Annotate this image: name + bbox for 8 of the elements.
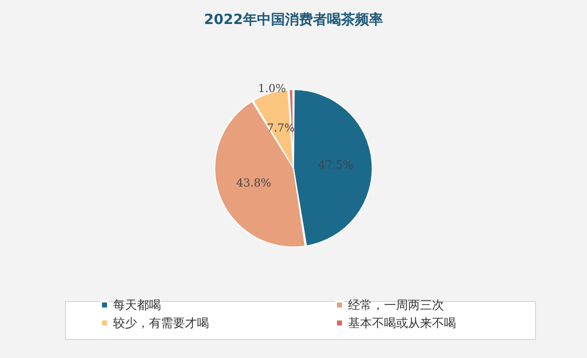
data-label: 1.0% xyxy=(258,82,286,96)
chart-title: 2022年中国消费者喝茶频率 xyxy=(204,11,383,28)
data-label: 43.8% xyxy=(236,176,272,190)
data-label: 47.5% xyxy=(318,158,354,172)
legend-label: 较少，有需要才喝 xyxy=(113,316,209,330)
legend-label: 经常，一周两三次 xyxy=(348,298,444,312)
legend-label: 每天都喝 xyxy=(113,298,161,312)
legend-label: 基本不喝或从来不喝 xyxy=(348,316,456,330)
